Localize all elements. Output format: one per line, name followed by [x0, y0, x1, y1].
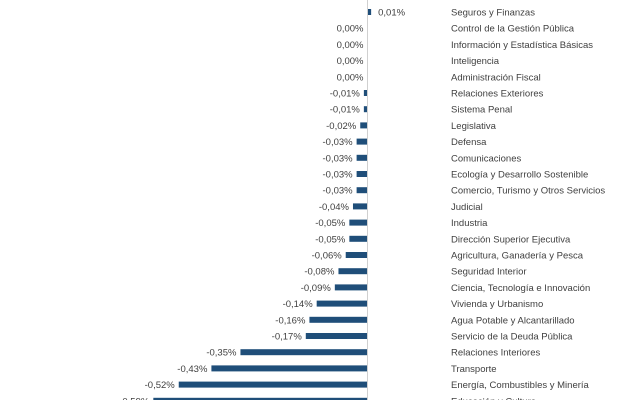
bar	[305, 333, 368, 339]
value-label: -0,52%	[145, 380, 176, 391]
bar	[356, 154, 368, 161]
category-label: Energía, Combustibles y Minería	[451, 380, 590, 391]
bar	[349, 219, 368, 226]
bar	[356, 138, 368, 145]
value-label: 0,00%	[337, 72, 364, 83]
value-label: 0,01%	[378, 8, 405, 19]
bar	[153, 397, 368, 400]
bar	[334, 284, 368, 291]
value-label: -0,03%	[323, 137, 354, 148]
category-label: Ecología y Desarrollo Sostenible	[451, 170, 588, 181]
bar	[352, 203, 368, 210]
bar	[211, 365, 368, 372]
value-label: -0,59%	[119, 396, 150, 400]
bar	[367, 9, 372, 15]
category-label: Seguros y Finanzas	[451, 8, 535, 19]
value-label: -0,16%	[275, 315, 306, 326]
category-labels-group: Seguros y Finanzas Control de la Gestión …	[451, 8, 605, 400]
bar	[360, 122, 368, 129]
value-label: -0,08%	[304, 267, 335, 278]
value-label: -0,03%	[323, 186, 354, 197]
bar	[316, 300, 368, 307]
bar	[363, 106, 368, 113]
value-label: -0,35%	[206, 348, 237, 359]
category-label: Educación y Cultura	[451, 396, 537, 400]
value-label: -0,02%	[326, 121, 357, 132]
category-label: Seguridad Interior	[451, 267, 527, 278]
category-label: Información y Estadística Básicas	[451, 40, 593, 51]
value-label: -0,01%	[330, 105, 361, 116]
category-label: Agua Potable y Alcantarillado	[451, 315, 575, 326]
value-label: -0,06%	[312, 251, 343, 262]
value-label: 0,00%	[337, 40, 364, 51]
category-label: Industria	[451, 218, 488, 229]
category-label: Inteligencia	[451, 56, 500, 67]
category-label: Sistema Penal	[451, 105, 512, 116]
category-label: Relaciones Interiores	[451, 348, 540, 359]
category-label: Legislativa	[451, 121, 497, 132]
category-label: Comunicaciones	[451, 153, 521, 164]
value-label: -0,01%	[330, 89, 361, 100]
category-label: Administración Fiscal	[451, 72, 541, 83]
value-label: -0,03%	[323, 153, 354, 164]
bar	[356, 171, 368, 177]
bar	[338, 268, 368, 275]
bar	[240, 349, 368, 356]
bar	[349, 235, 368, 242]
value-label: -0,17%	[272, 332, 303, 343]
category-label: Dirección Superior Ejecutiva	[451, 234, 571, 245]
value-label: -0,05%	[315, 218, 346, 229]
value-label: -0,14%	[283, 299, 314, 310]
category-label: Agricultura, Ganadería y Pesca	[451, 251, 584, 262]
value-label: -0,04%	[319, 202, 350, 213]
bars-group	[153, 9, 372, 400]
category-label: Defensa	[451, 137, 487, 148]
category-label: Comercio, Turismo y Otros Servicios	[451, 186, 605, 197]
value-label: 0,00%	[337, 24, 364, 35]
category-label: Transporte	[451, 364, 497, 375]
category-label: Ciencia, Tecnología e Innovación	[451, 283, 590, 294]
bar	[356, 187, 368, 194]
value-label: 0,00%	[337, 56, 364, 67]
bar	[345, 252, 368, 258]
bar	[178, 381, 368, 388]
value-label: -0,05%	[315, 234, 346, 245]
category-label: Vivienda y Urbanismo	[451, 299, 543, 310]
value-label: -0,43%	[177, 364, 208, 375]
category-label: Servicio de la Deuda Pública	[451, 332, 573, 343]
bar	[363, 90, 368, 96]
value-label: -0,03%	[323, 170, 354, 181]
value-label: -0,09%	[301, 283, 332, 294]
category-label: Judicial	[451, 202, 483, 213]
bar	[309, 316, 368, 323]
category-label: Control de la Gestión Pública	[451, 24, 575, 35]
category-label: Relaciones Exteriores	[451, 89, 544, 100]
value-labels-group: 0,01% 0,00% 0,00% 0,00% 0,00% -0,01% -0,01% -0,…	[119, 8, 405, 400]
